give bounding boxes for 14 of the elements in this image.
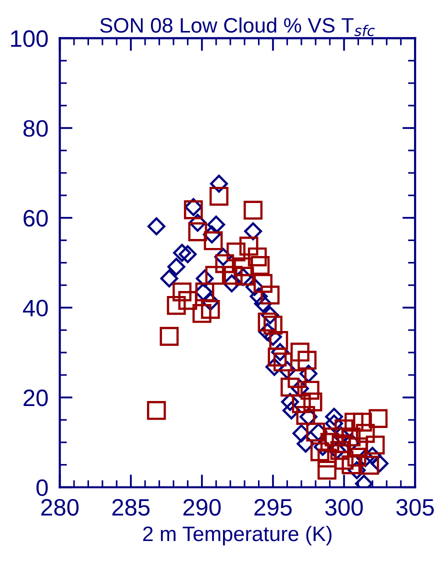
y-tick-label: 20 <box>24 390 48 406</box>
x-tick-label: 285 <box>112 498 150 516</box>
x-tick-label: 305 <box>396 498 434 516</box>
y-tick-label: 0 <box>36 479 48 496</box>
x-tick-label: 280 <box>41 498 79 516</box>
y-tick-label: 100 <box>11 30 48 48</box>
y-tick-label: 40 <box>22 300 48 316</box>
y-tick-label: 80 <box>23 120 48 137</box>
y-tick-label: 60 <box>24 210 48 227</box>
x-axis-title: 2 m Temperature (K) <box>143 526 332 546</box>
x-tick-label: 290 <box>183 498 221 516</box>
chart-title: SON 08 Low Cloud % VS T$_{sfc}$ <box>100 17 375 36</box>
x-tick-label: 300 <box>325 498 363 516</box>
x-tick-label: 295 <box>254 498 292 516</box>
